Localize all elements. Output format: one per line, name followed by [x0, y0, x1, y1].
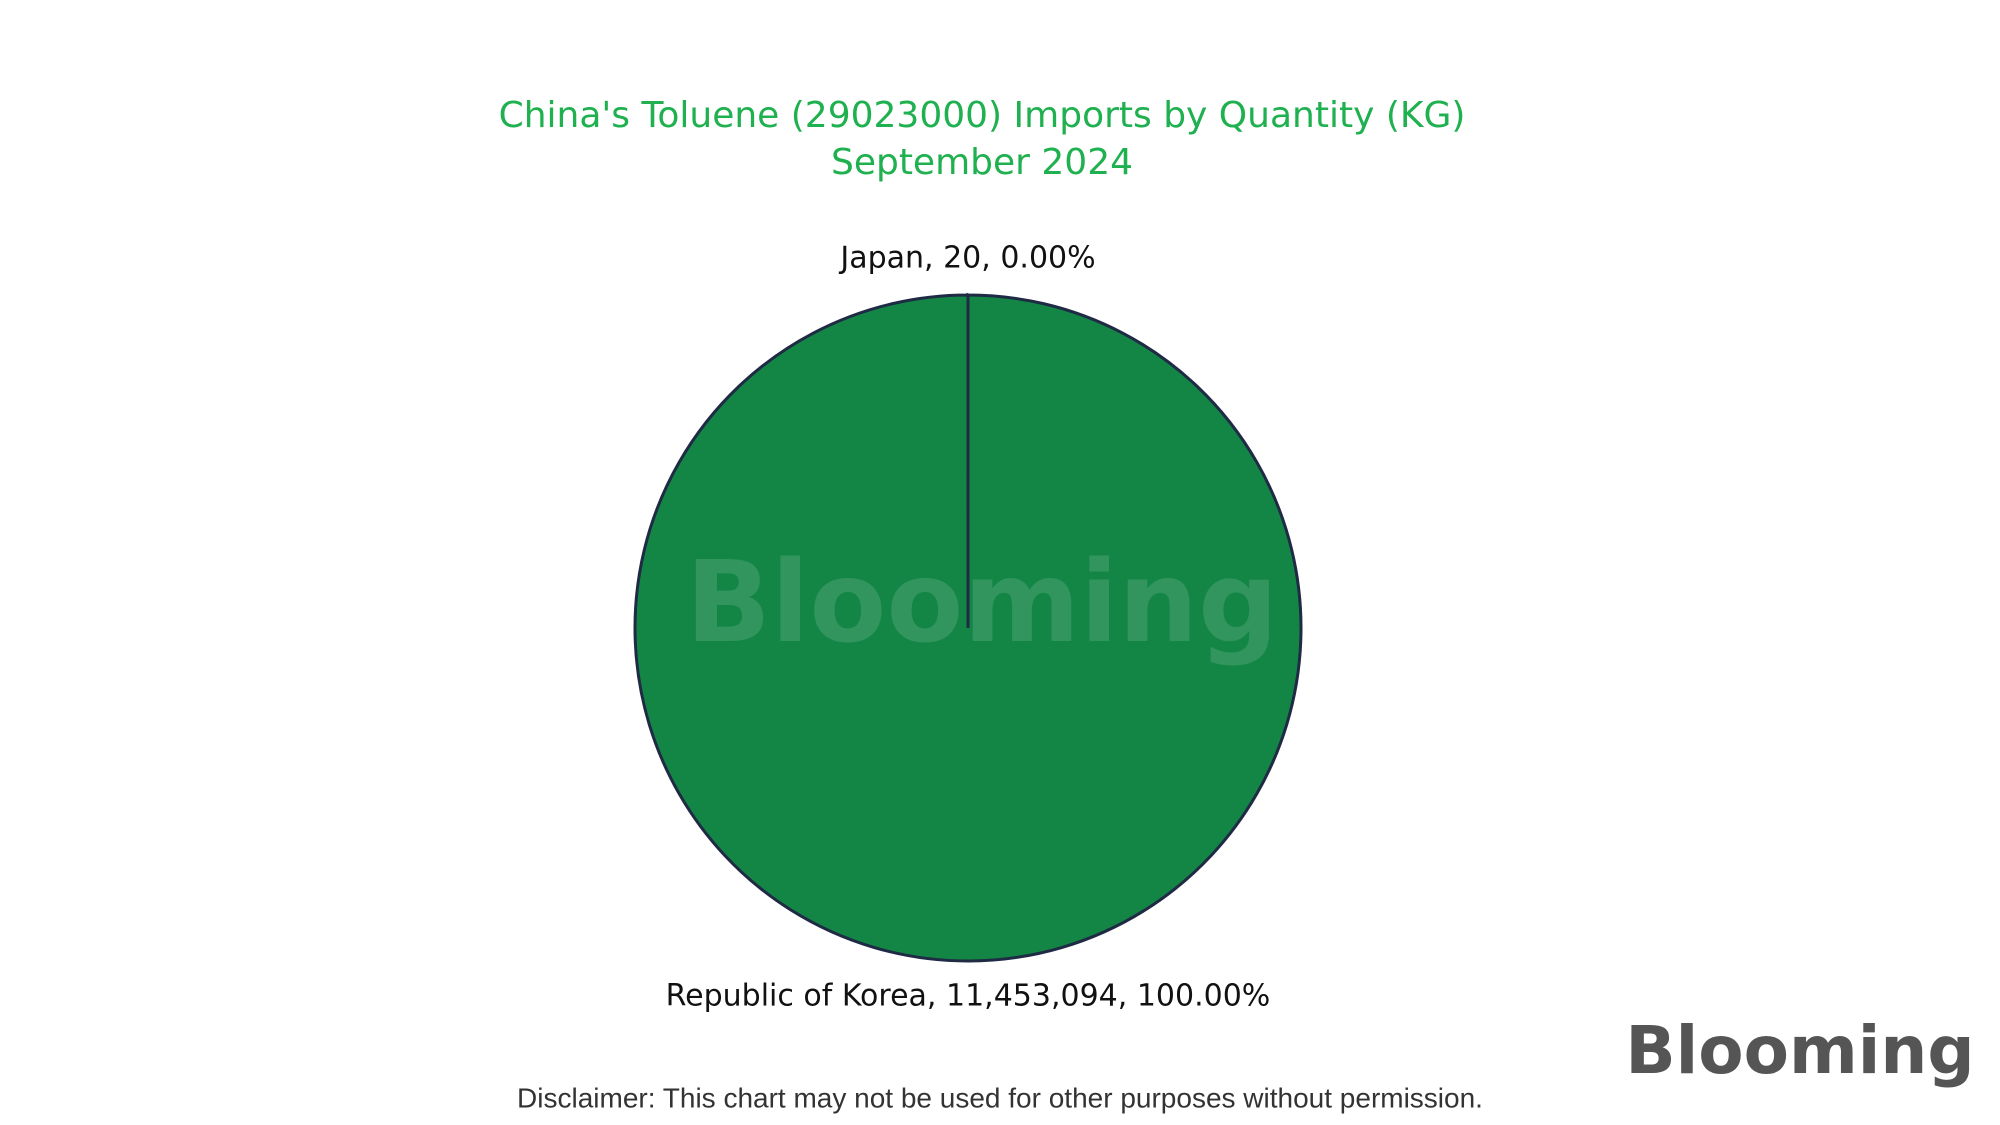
data-label: Japan, 20, 0.00% [838, 241, 1095, 276]
data-label: Republic of Korea, 11,453,094, 100.00% [666, 979, 1271, 1014]
chart-subtitle: September 2024 [831, 142, 1133, 183]
logo: Blooming [1625, 1012, 1974, 1089]
pie [633, 293, 1303, 963]
watermark: Blooming [686, 538, 1279, 668]
pie-slice [633, 293, 1303, 963]
chart-title: China's Toluene (29023000) Imports by Qu… [499, 95, 1466, 136]
disclaimer: Disclaimer: This chart may not be used f… [517, 1082, 1483, 1113]
